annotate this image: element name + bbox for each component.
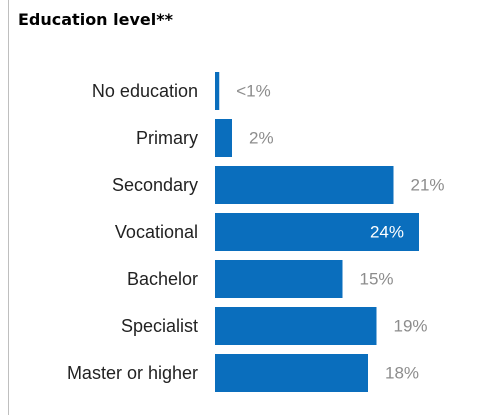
bar [215,354,368,392]
category-label: Bachelor [127,269,198,289]
category-label: Specialist [121,316,198,336]
value-label: 15% [360,270,394,289]
value-label: 24% [370,223,404,242]
category-label: Secondary [112,175,198,195]
bar [215,72,219,110]
value-label: 21% [411,176,445,195]
value-label: 2% [249,129,274,148]
bar [215,307,377,345]
value-label: 19% [394,317,428,336]
bar [215,119,232,157]
bar [215,260,343,298]
category-label: Vocational [115,222,198,242]
bar [215,166,394,204]
category-label: No education [92,81,198,101]
value-label: <1% [236,82,271,101]
value-label: 18% [385,364,419,383]
category-label: Primary [136,128,198,148]
category-label: Master or higher [67,363,198,383]
